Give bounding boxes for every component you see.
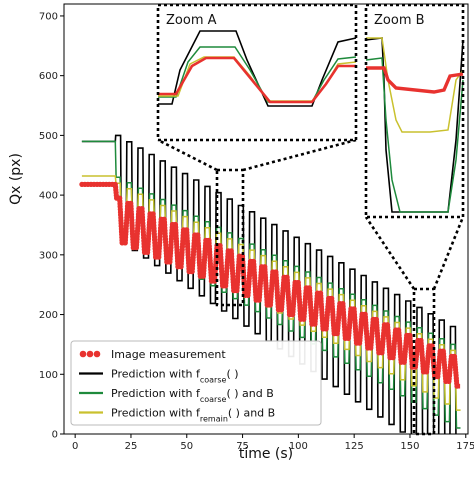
zoom-boxes: Zoom A Zoom B xyxy=(156,3,465,436)
legend-marker-measurement xyxy=(79,350,101,358)
x-tick-label: 75 xyxy=(236,441,249,452)
y-tick-label: 500 xyxy=(39,131,58,142)
legend-entry-label: Prediction with fcoarse( ) and B xyxy=(111,387,274,404)
x-tick-label: 125 xyxy=(345,441,364,452)
y-tick-label: 300 xyxy=(39,250,58,261)
x-axis-label: time (s) xyxy=(239,446,293,462)
series-line-black xyxy=(81,134,457,434)
x-tick-label: 150 xyxy=(400,441,419,452)
measurement-marker xyxy=(454,383,460,389)
zoom-a-label: Zoom A xyxy=(166,13,217,28)
zoom-b-frame xyxy=(364,3,465,219)
y-tick-label: 0 xyxy=(52,430,58,441)
x-tick-label: 0 xyxy=(72,441,78,452)
legend-entry-label: Prediction with fremain( ) and B xyxy=(111,407,275,424)
y-tick-label: 600 xyxy=(39,71,58,82)
measurement-markers xyxy=(79,181,460,389)
zoom-b-inset: Zoom B xyxy=(364,3,465,219)
zoom-a-inset: Zoom A xyxy=(156,3,358,142)
zoom-b-line xyxy=(366,66,464,94)
axes-frame xyxy=(63,3,469,435)
zoom-a-connector xyxy=(242,138,357,172)
zoom-b-connector xyxy=(432,216,465,290)
zoom-a-line xyxy=(158,56,356,104)
y-tick-label: 100 xyxy=(39,370,58,381)
zoom-b-label: Zoom B xyxy=(374,13,425,28)
x-tick-label: 50 xyxy=(180,441,193,452)
y-tick-label: 200 xyxy=(39,310,58,321)
zoom-b-line xyxy=(366,37,464,133)
plot-area xyxy=(79,134,461,434)
legend: Image measurement Prediction with fcoarse… xyxy=(70,340,322,426)
zoom-a-frame xyxy=(156,3,358,142)
legend-entry-label: Image measurement xyxy=(111,348,226,361)
y-axis-label: Qx (px) xyxy=(8,153,24,205)
axes: 0 25 50 75 100 125 150 175 0 100 200 300 400 500 600 70… xyxy=(8,3,474,462)
zoom-a-line xyxy=(158,30,357,107)
x-tick-label: 175 xyxy=(456,441,474,452)
x-tick-label: 25 xyxy=(125,441,138,452)
zoom-a-connector xyxy=(157,138,218,172)
zoom-b-connector xyxy=(364,216,416,290)
legend-entry-label: Prediction with fcoarse( ) xyxy=(111,368,239,385)
y-tick-label: 400 xyxy=(39,191,58,202)
zoom-a-region xyxy=(215,168,245,307)
y-tick-label: 700 xyxy=(39,11,58,22)
x-tick-label: 100 xyxy=(289,441,308,452)
zoom-a-line xyxy=(158,46,357,103)
legend-box xyxy=(70,340,322,426)
